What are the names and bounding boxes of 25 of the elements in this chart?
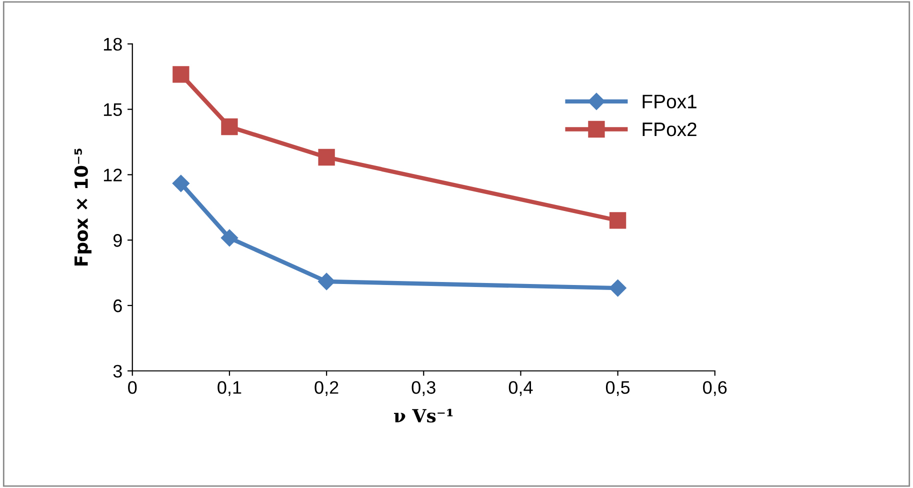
y-tick-label: 3 bbox=[113, 364, 122, 378]
y-tick-label: 12 bbox=[104, 168, 122, 182]
y-tick-label: 6 bbox=[114, 299, 122, 312]
x-axis-title: ν Vs⁻¹ bbox=[394, 408, 453, 423]
x-tick-label: 0,5 bbox=[606, 381, 630, 396]
x-tick-label: 0,6 bbox=[703, 381, 727, 396]
y-tick-label: 18 bbox=[104, 38, 122, 51]
y-axis-title: Fpox × 10⁻⁵ bbox=[74, 148, 92, 266]
point bbox=[221, 118, 238, 136]
point bbox=[609, 280, 626, 297]
point bbox=[172, 66, 190, 83]
x-tick-label: 0,4 bbox=[508, 381, 533, 396]
point bbox=[172, 174, 190, 192]
point bbox=[318, 148, 335, 166]
x-tick-label: 0,3 bbox=[412, 381, 436, 396]
point bbox=[318, 272, 336, 290]
x-tick-label: 0,2 bbox=[314, 381, 338, 396]
legend-label: FPox1 bbox=[642, 94, 696, 108]
legend-label: FPox2 bbox=[642, 122, 696, 136]
y-tick-label: 9 bbox=[113, 234, 122, 247]
point bbox=[220, 229, 238, 246]
point bbox=[609, 212, 626, 229]
y-tick-label: 15 bbox=[104, 103, 122, 116]
x-tick-label: 0,1 bbox=[218, 381, 242, 396]
x-tick-label: 0 bbox=[128, 381, 137, 394]
